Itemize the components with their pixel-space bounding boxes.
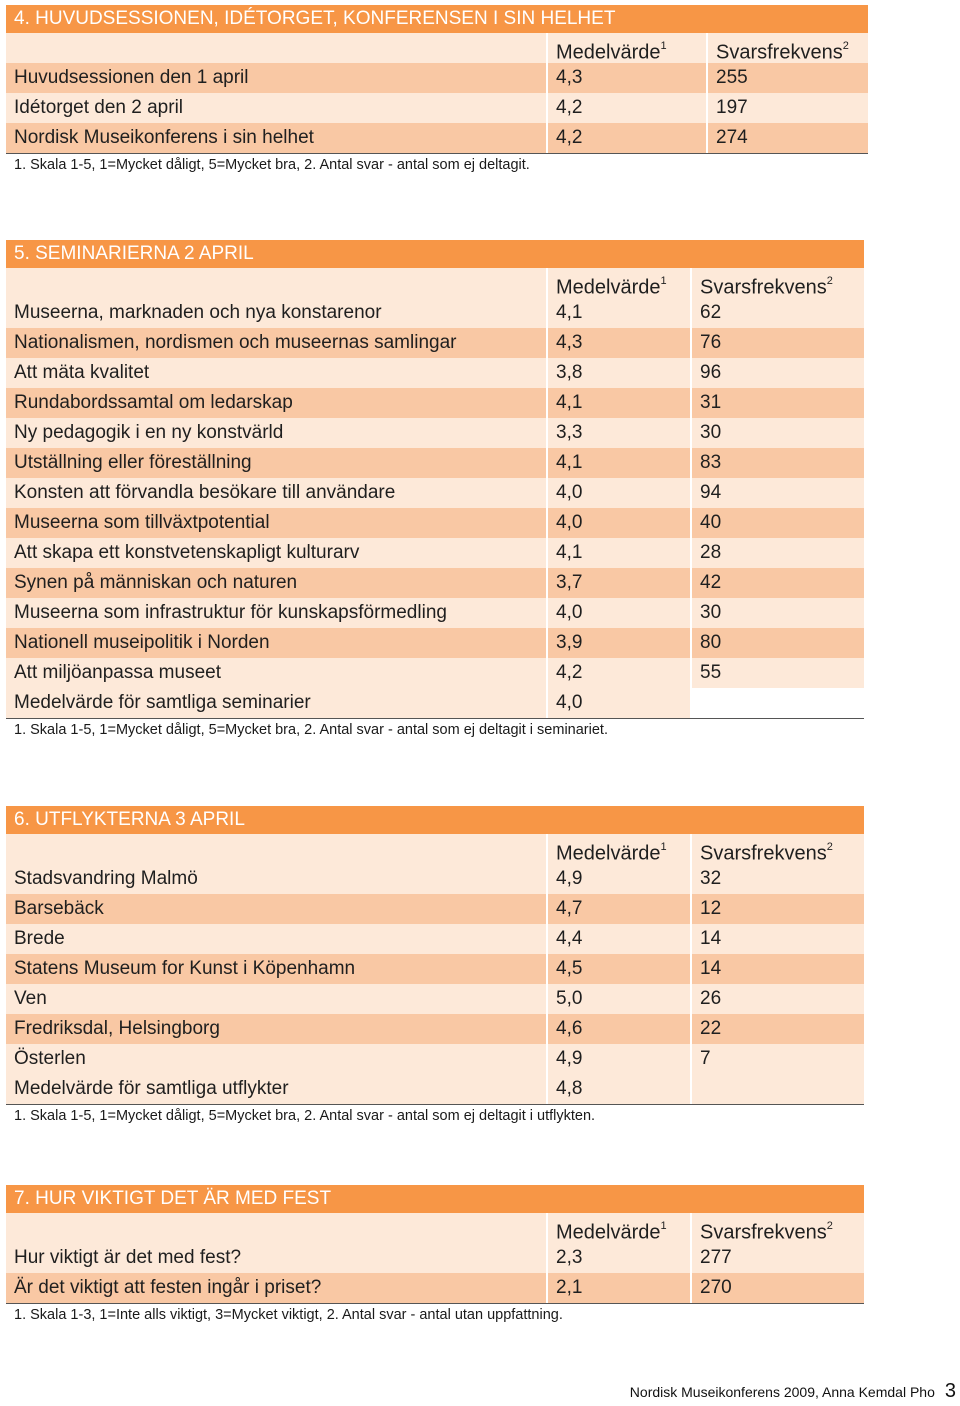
table-row: Nordisk Museikonferens i sin helhet 4,2 … xyxy=(6,123,868,154)
section-6-header-row: Medelvärde1 Svarsfrekvens2 xyxy=(6,834,864,864)
table-row: Konsten att förvandla besökare till anvä… xyxy=(6,478,864,508)
table-row: Fredriksdal, Helsingborg 4,6 22 xyxy=(6,1014,864,1044)
section-5-title: 5. SEMINARIERNA 2 APRIL xyxy=(6,240,864,268)
section-6: 6. UTFLYKTERNA 3 APRIL Medelvärde1 Svars… xyxy=(6,806,864,1127)
section-4: 4. HUVUDSESSIONEN, IDÉTORGET, KONFERENSE… xyxy=(6,5,868,176)
table-row: Brede 4,4 14 xyxy=(6,924,864,954)
table-row: Är det viktigt att festen ingår i priset… xyxy=(6,1273,864,1304)
section-5: 5. SEMINARIERNA 2 APRIL Medelvärde1 Svar… xyxy=(6,240,864,741)
page-number: 3 xyxy=(944,1380,956,1402)
table-row: Nationell museipolitik i Norden 3,9 80 xyxy=(6,628,864,658)
total-row: Medelvärde för samtliga utflykter 4,8 xyxy=(6,1074,864,1105)
table-row: Barsebäck 4,7 12 xyxy=(6,894,864,924)
col-mean-header: Medelvärde1 xyxy=(546,834,690,864)
section-4-title: 4. HUVUDSESSIONEN, IDÉTORGET, KONFERENSE… xyxy=(6,5,868,33)
total-row: Medelvärde för samtliga seminarier 4,0 xyxy=(6,688,864,719)
table-row: Utställning eller föreställning 4,1 83 xyxy=(6,448,864,478)
table-row: Museerna som infrastruktur för kunskapsf… xyxy=(6,598,864,628)
section-6-title: 6. UTFLYKTERNA 3 APRIL xyxy=(6,806,864,834)
col-freq-header: Svarsfrekvens2 xyxy=(690,268,864,298)
col-mean-header: Medelvärde1 xyxy=(546,268,690,298)
page-footer: Nordisk Museikonferens 2009, Anna Kemdal… xyxy=(630,1380,956,1403)
col-freq-header: Svarsfrekvens2 xyxy=(690,1213,864,1243)
section-7-header-row: Medelvärde1 Svarsfrekvens2 xyxy=(6,1213,864,1243)
table-row: Ny pedagogik i en ny konstvärld 3,3 30 xyxy=(6,418,864,448)
table-row: Nationalismen, nordismen och museernas s… xyxy=(6,328,864,358)
table-row: Ven 5,0 26 xyxy=(6,984,864,1014)
table-row: Stadsvandring Malmö 4,9 32 xyxy=(6,864,864,894)
footer-text: Nordisk Museikonferens 2009, Anna Kemdal… xyxy=(629,1384,935,1400)
col-mean-header: Medelvärde1 xyxy=(546,33,706,63)
section-4-footnote: 1. Skala 1-5, 1=Mycket dåligt, 5=Mycket … xyxy=(14,157,530,173)
table-row: Idétorget den 2 april 4,2 197 xyxy=(6,93,868,123)
table-row: Synen på människan och naturen 3,7 42 xyxy=(6,568,864,598)
section-7-footnote: 1. Skala 1-3, 1=Inte alls viktigt, 3=Myc… xyxy=(14,1307,563,1323)
table-row: Österlen 4,9 7 xyxy=(6,1044,864,1074)
table-row: Att miljöanpassa museet 4,2 55 xyxy=(6,658,864,688)
section-6-footnote: 1. Skala 1-5, 1=Mycket dåligt, 5=Mycket … xyxy=(14,1108,596,1124)
col-freq-header: Svarsfrekvens2 xyxy=(706,33,868,63)
table-row: Museerna, marknaden och nya konstarenor 4… xyxy=(6,298,864,328)
table-row: Statens Museum for Kunst i Köpenhamn 4,5 1… xyxy=(6,954,864,984)
table-row: Att mäta kvalitet 3,8 96 xyxy=(6,358,864,388)
table-row: Hur viktigt är det med fest? 2,3 277 xyxy=(6,1243,864,1273)
table-row: Museerna som tillväxtpotential 4,0 40 xyxy=(6,508,864,538)
section-4-header-row: Medelvärde1 Svarsfrekvens2 xyxy=(6,33,868,63)
section-7: 7. HUR VIKTIGT DET ÄR MED FEST Medelvärd… xyxy=(6,1185,864,1326)
section-5-footnote: 1. Skala 1-5, 1=Mycket dåligt, 5=Mycket … xyxy=(14,722,608,738)
table-row: Huvudsessionen den 1 april 4,3 255 xyxy=(6,63,868,93)
col-freq-header: Svarsfrekvens2 xyxy=(690,834,864,864)
section-5-header-row: Medelvärde1 Svarsfrekvens2 xyxy=(6,268,864,298)
col-mean-header: Medelvärde1 xyxy=(546,1213,690,1243)
table-row: Rundabordssamtal om ledarskap 4,1 31 xyxy=(6,388,864,418)
section-7-title: 7. HUR VIKTIGT DET ÄR MED FEST xyxy=(6,1185,864,1213)
table-row: Att skapa ett konstvetenskapligt kultura… xyxy=(6,538,864,568)
